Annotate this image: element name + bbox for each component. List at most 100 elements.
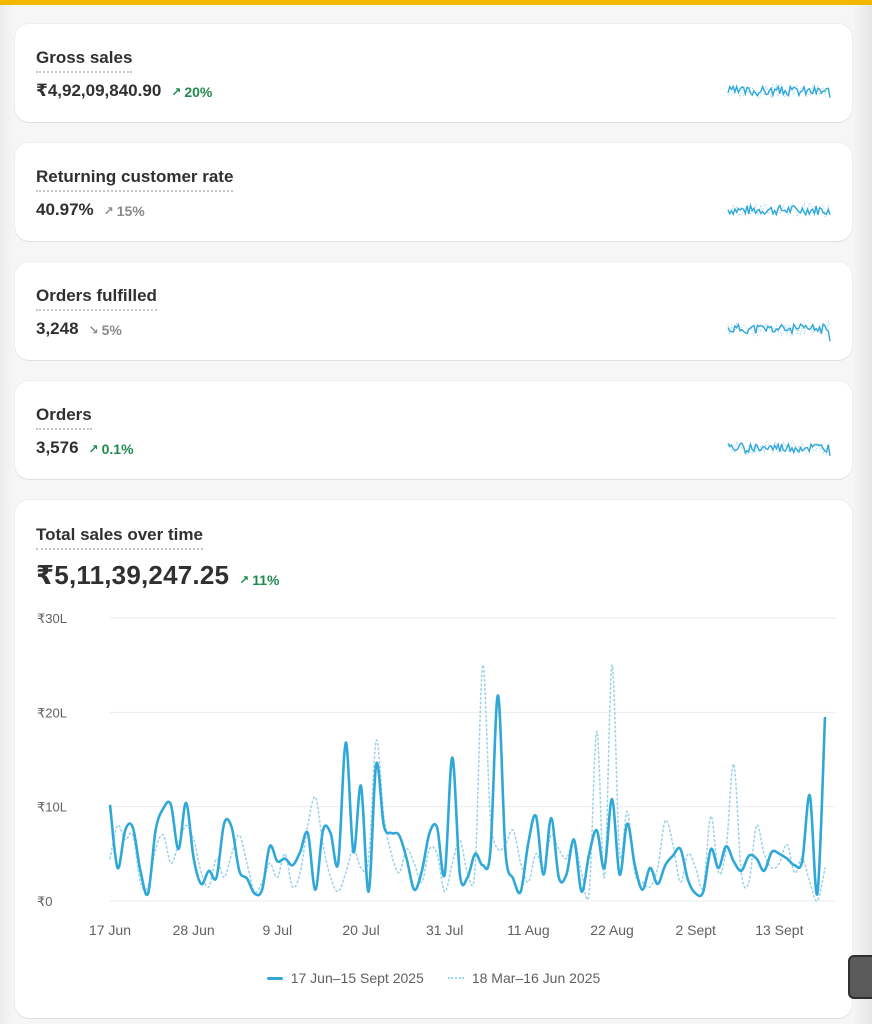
data-point-previous[interactable] bbox=[602, 875, 606, 879]
data-point-previous[interactable] bbox=[595, 729, 599, 733]
data-point-previous[interactable] bbox=[481, 663, 485, 667]
data-point-previous[interactable] bbox=[815, 899, 819, 903]
data-point-current[interactable] bbox=[457, 872, 463, 878]
data-point-current[interactable] bbox=[198, 881, 204, 887]
data-point-previous[interactable] bbox=[793, 871, 797, 875]
metric-title[interactable]: Gross sales bbox=[36, 48, 133, 73]
data-point-previous[interactable] bbox=[511, 828, 515, 832]
data-point-previous[interactable] bbox=[435, 852, 439, 856]
data-point-previous[interactable] bbox=[618, 852, 622, 856]
data-point-previous[interactable] bbox=[625, 809, 629, 813]
data-point-previous[interactable] bbox=[192, 838, 196, 842]
data-point-current[interactable] bbox=[617, 872, 623, 878]
data-point-current[interactable] bbox=[449, 755, 455, 761]
data-point-current[interactable] bbox=[533, 813, 539, 819]
data-point-previous[interactable] bbox=[253, 890, 257, 894]
data-point-current[interactable] bbox=[404, 856, 410, 862]
data-point-current[interactable] bbox=[145, 890, 151, 896]
data-point-current[interactable] bbox=[647, 865, 653, 871]
data-point-previous[interactable] bbox=[466, 871, 470, 875]
data-point-previous[interactable] bbox=[633, 871, 637, 875]
data-point-previous[interactable] bbox=[412, 861, 416, 865]
data-point-current[interactable] bbox=[183, 800, 189, 806]
data-point-current[interactable] bbox=[541, 872, 547, 878]
chart-title[interactable]: Total sales over time bbox=[36, 525, 203, 550]
data-point-previous[interactable] bbox=[458, 838, 462, 842]
data-point-previous[interactable] bbox=[473, 866, 477, 870]
data-point-current[interactable] bbox=[442, 872, 448, 878]
data-point-previous[interactable] bbox=[739, 871, 743, 875]
data-point-current[interactable] bbox=[609, 796, 615, 802]
data-point-current[interactable] bbox=[579, 889, 585, 895]
data-point-previous[interactable] bbox=[800, 857, 804, 861]
data-point-previous[interactable] bbox=[138, 880, 142, 884]
data-point-previous[interactable] bbox=[207, 885, 211, 889]
data-point-previous[interactable] bbox=[823, 866, 827, 870]
data-point-previous[interactable] bbox=[519, 861, 523, 865]
data-point-previous[interactable] bbox=[108, 857, 112, 861]
data-point-previous[interactable] bbox=[268, 861, 272, 865]
data-point-previous[interactable] bbox=[732, 762, 736, 766]
data-point-previous[interactable] bbox=[336, 890, 340, 894]
data-point-previous[interactable] bbox=[443, 890, 447, 894]
series-line-current[interactable] bbox=[108, 694, 827, 898]
data-point-current[interactable] bbox=[677, 846, 683, 852]
data-point-current[interactable] bbox=[373, 761, 379, 767]
data-point-previous[interactable] bbox=[359, 866, 363, 870]
data-point-previous[interactable] bbox=[237, 833, 241, 837]
data-point-current[interactable] bbox=[381, 823, 387, 829]
data-point-current[interactable] bbox=[655, 881, 661, 887]
data-point-current[interactable] bbox=[153, 827, 159, 833]
data-point-previous[interactable] bbox=[397, 871, 401, 875]
data-point-current[interactable] bbox=[229, 824, 235, 830]
data-point-current[interactable] bbox=[776, 851, 782, 857]
data-point-current[interactable] bbox=[465, 874, 471, 880]
metric-card-orders[interactable]: Orders 3,576 ↗ 0.1% bbox=[15, 381, 852, 479]
data-point-current[interactable] bbox=[107, 802, 113, 808]
data-point-previous[interactable] bbox=[488, 814, 492, 818]
data-point-current[interactable] bbox=[130, 824, 136, 830]
data-point-previous[interactable] bbox=[382, 814, 386, 818]
floating-action-button[interactable] bbox=[848, 955, 872, 999]
data-point-current[interactable] bbox=[274, 858, 280, 864]
data-point-previous[interactable] bbox=[762, 852, 766, 856]
data-point-previous[interactable] bbox=[648, 885, 652, 889]
data-point-current[interactable] bbox=[586, 851, 592, 857]
data-point-current[interactable] bbox=[305, 830, 311, 836]
data-point-previous[interactable] bbox=[572, 838, 576, 842]
data-point-previous[interactable] bbox=[656, 866, 660, 870]
data-point-previous[interactable] bbox=[291, 885, 295, 889]
data-point-current[interactable] bbox=[639, 887, 645, 893]
metric-card-gross-sales[interactable]: Gross sales ₹4,92,09,840.90 ↗ 20% bbox=[15, 24, 852, 122]
data-point-previous[interactable] bbox=[214, 857, 218, 861]
metric-card-orders-fulfilled[interactable]: Orders fulfilled 3,248 ↘ 5% bbox=[15, 262, 852, 360]
data-point-current[interactable] bbox=[487, 849, 493, 855]
data-point-previous[interactable] bbox=[313, 795, 317, 799]
data-point-current[interactable] bbox=[716, 865, 722, 871]
data-point-current[interactable] bbox=[556, 874, 562, 880]
data-point-current[interactable] bbox=[358, 783, 364, 789]
data-point-previous[interactable] bbox=[275, 875, 279, 879]
legend-item-previous[interactable]: 18 Mar–16 Jun 2025 bbox=[447, 970, 600, 986]
data-point-current[interactable] bbox=[495, 692, 501, 698]
data-point-previous[interactable] bbox=[405, 847, 409, 851]
data-point-current[interactable] bbox=[137, 868, 143, 874]
data-point-previous[interactable] bbox=[747, 880, 751, 884]
data-point-previous[interactable] bbox=[640, 880, 644, 884]
data-point-current[interactable] bbox=[267, 843, 273, 849]
data-point-current[interactable] bbox=[662, 862, 668, 868]
data-point-current[interactable] bbox=[388, 830, 394, 836]
data-point-previous[interactable] bbox=[161, 833, 165, 837]
data-point-current[interactable] bbox=[472, 851, 478, 857]
data-point-current[interactable] bbox=[328, 830, 334, 836]
data-point-previous[interactable] bbox=[610, 663, 614, 667]
data-point-previous[interactable] bbox=[663, 819, 667, 823]
data-point-previous[interactable] bbox=[367, 857, 371, 861]
data-point-previous[interactable] bbox=[542, 866, 546, 870]
data-point-current[interactable] bbox=[213, 874, 219, 880]
data-point-previous[interactable] bbox=[176, 842, 180, 846]
data-point-previous[interactable] bbox=[427, 847, 431, 851]
data-point-current[interactable] bbox=[510, 875, 516, 881]
data-point-current[interactable] bbox=[282, 856, 288, 862]
data-point-current[interactable] bbox=[396, 832, 402, 838]
